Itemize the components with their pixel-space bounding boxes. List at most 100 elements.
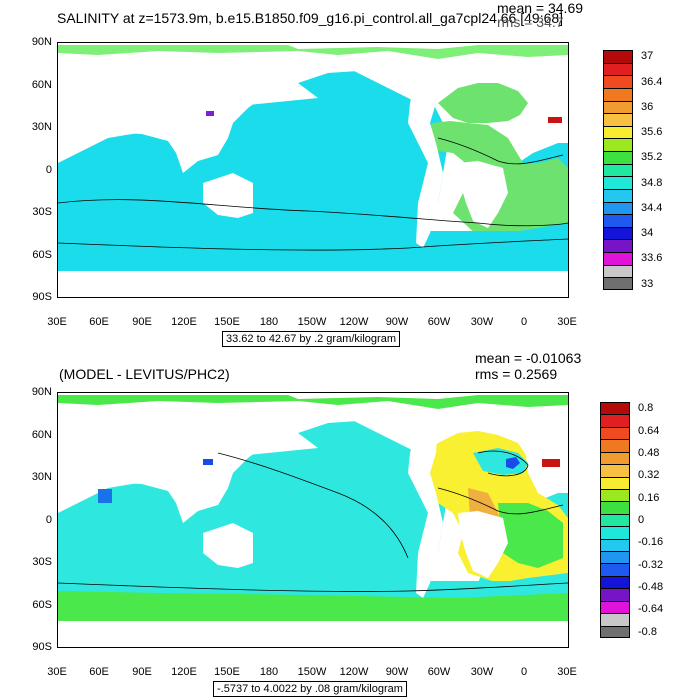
panel2-colorbar-label: -0.48 (638, 581, 664, 594)
panel1-title: SALINITY at z=1573.9m, b.e15.B1850.f09_g… (57, 10, 564, 26)
p2-redsea-spot (203, 459, 213, 465)
p2-lon-7: 120W (339, 666, 369, 678)
p2-pacific-indian (58, 421, 568, 598)
p2-land-antarctica (58, 621, 568, 647)
p2-arabian-spot (98, 489, 112, 503)
panel1-colorbar-box (603, 62, 633, 76)
p1-contour-1 (58, 199, 568, 227)
panel1-colorbar-box (603, 226, 633, 240)
panel2-colorbar-box (600, 588, 630, 601)
panel2-colorbar-label: 0.16 (638, 491, 660, 504)
panel1-colorbar-box (603, 176, 633, 189)
p2-lat-30n: 30N (31, 471, 52, 483)
panel2-colorbar-label: -0.64 (638, 603, 664, 616)
p2-land-africa (458, 511, 508, 578)
panel1-colorbar-box (603, 277, 633, 290)
panel2-colorbar-box (600, 426, 630, 440)
p1-lon-1: 60E (89, 316, 109, 328)
panel2-rms: rms = 0.2569 (475, 366, 558, 382)
panel1-map (57, 42, 569, 298)
p1-lat-0: 0 (45, 164, 52, 176)
p2-n-atlantic-blue (506, 457, 520, 469)
panel1-colorbar-box (603, 151, 633, 164)
panel2-colorbar-box (600, 625, 630, 638)
p1-arctic-ocean (58, 45, 568, 59)
panel2-range-box: -.5737 to 4.0022 by .08 gram/kilogram (213, 681, 407, 697)
p2-lon-8: 90W (385, 666, 409, 678)
panel2-colorbar-label: 0.8 (638, 402, 654, 415)
p1-lon-9: 60W (427, 316, 451, 328)
panel1-colorbar-label: 35.2 (641, 151, 663, 164)
p2-lon-5: 180 (259, 666, 279, 678)
p1-pacific-indian (58, 71, 568, 248)
p1-lon-10: 30W (470, 316, 494, 328)
p2-southern-cyan (58, 581, 568, 598)
panel2-colorbar-box (600, 414, 630, 427)
p2-lat-60n: 60N (31, 429, 52, 441)
panel1-range-box: 33.62 to 42.67 by .2 gram/kilogram (222, 331, 400, 347)
p1-lon-4: 150E (214, 316, 240, 328)
panel2-colorbar-box (600, 402, 630, 415)
p1-n-atlantic (438, 83, 528, 123)
panel1-colorbar-label: 34 (641, 227, 654, 240)
panel1-colorbar-label: 37 (641, 50, 654, 63)
p1-lat-60n: 60N (31, 79, 52, 91)
panel1-colorbar-box (603, 50, 633, 63)
panel1-colorbar-label: 33 (641, 277, 654, 290)
panel1-colorbar-box (603, 188, 633, 202)
p1-med-spot (548, 117, 562, 123)
panel1-rms: rms = 34.7 (497, 14, 564, 30)
panel2-colorbar-box (600, 501, 630, 514)
panel1-colorbar-label: 34.8 (641, 176, 663, 189)
panel2-colorbar-label: -0.32 (638, 558, 664, 571)
p2-lon-3: 120E (171, 666, 197, 678)
panel1-colorbar-box (603, 125, 633, 139)
p2-lon-1: 60E (89, 666, 109, 678)
p1-lon-0: 30E (47, 316, 67, 328)
panel1-colorbar-label: 36 (641, 100, 654, 113)
p1-lon-7: 120W (339, 316, 369, 328)
panel2-colorbar-box (600, 563, 630, 576)
panel2-map-svg (58, 395, 568, 647)
panel1-colorbar-box (603, 75, 633, 88)
panel1-colorbar-box (603, 264, 633, 278)
p2-lon-11: 0 (520, 666, 528, 678)
panel1-mean: mean = 34.69 (497, 0, 584, 16)
panel2-colorbar-box (600, 600, 630, 614)
panel1-colorbar-box (603, 214, 633, 227)
p1-land-africa (458, 161, 508, 228)
panel2-colorbar-box (600, 488, 630, 502)
panel1-colorbar-box (603, 252, 633, 265)
panel2-colorbar-box (600, 538, 630, 552)
panel2-colorbar-box (600, 476, 630, 489)
p1-lon-6: 150W (297, 316, 327, 328)
panel2-colorbar-box (600, 551, 630, 564)
panel1-map-svg (58, 45, 568, 297)
p2-lon-2: 90E (132, 666, 152, 678)
panel1-colorbar-label: 35.6 (641, 126, 663, 139)
panel2-colorbar-box (600, 513, 630, 527)
panel1-colorbar-box (603, 239, 633, 253)
panel2-colorbar: 0.8 0.64 0.48 0.32 0.16 0 -0.16 -0.32 -0.48 -0.64… (600, 402, 663, 638)
p1-lon-3: 120E (171, 316, 197, 328)
panel2-colorbar-label: -0.16 (638, 536, 664, 549)
panel1-colorbar: 37 36.4 36 35.6 35.2 34.8 34.4 34 33.6 33 (603, 50, 662, 290)
panel2-colorbar-label: -0.8 (638, 625, 657, 638)
p2-arctic-ocean (58, 395, 568, 409)
p1-contour-2 (58, 238, 568, 251)
p2-lat-60s: 60S (32, 599, 52, 611)
p2-land-namerica (328, 407, 423, 453)
p1-redsea-spot (206, 111, 214, 116)
panel2-colorbar-box (600, 526, 630, 539)
panel2-mean: mean = -0.01063 (475, 350, 582, 366)
p1-land-antarctica (58, 271, 568, 297)
panel1-colorbar-box (603, 87, 633, 101)
p1-lon-8: 90W (385, 316, 409, 328)
p1-lon-11: 0 (520, 316, 528, 328)
p1-lat-30n: 30N (31, 121, 52, 133)
panel2-colorbar-label: 0.48 (638, 446, 660, 459)
panel2-colorbar-label: 0.32 (638, 469, 660, 482)
p1-contour-3 (437, 137, 564, 165)
p2-atlantic-green (498, 503, 563, 568)
p2-med-spot (542, 459, 560, 467)
